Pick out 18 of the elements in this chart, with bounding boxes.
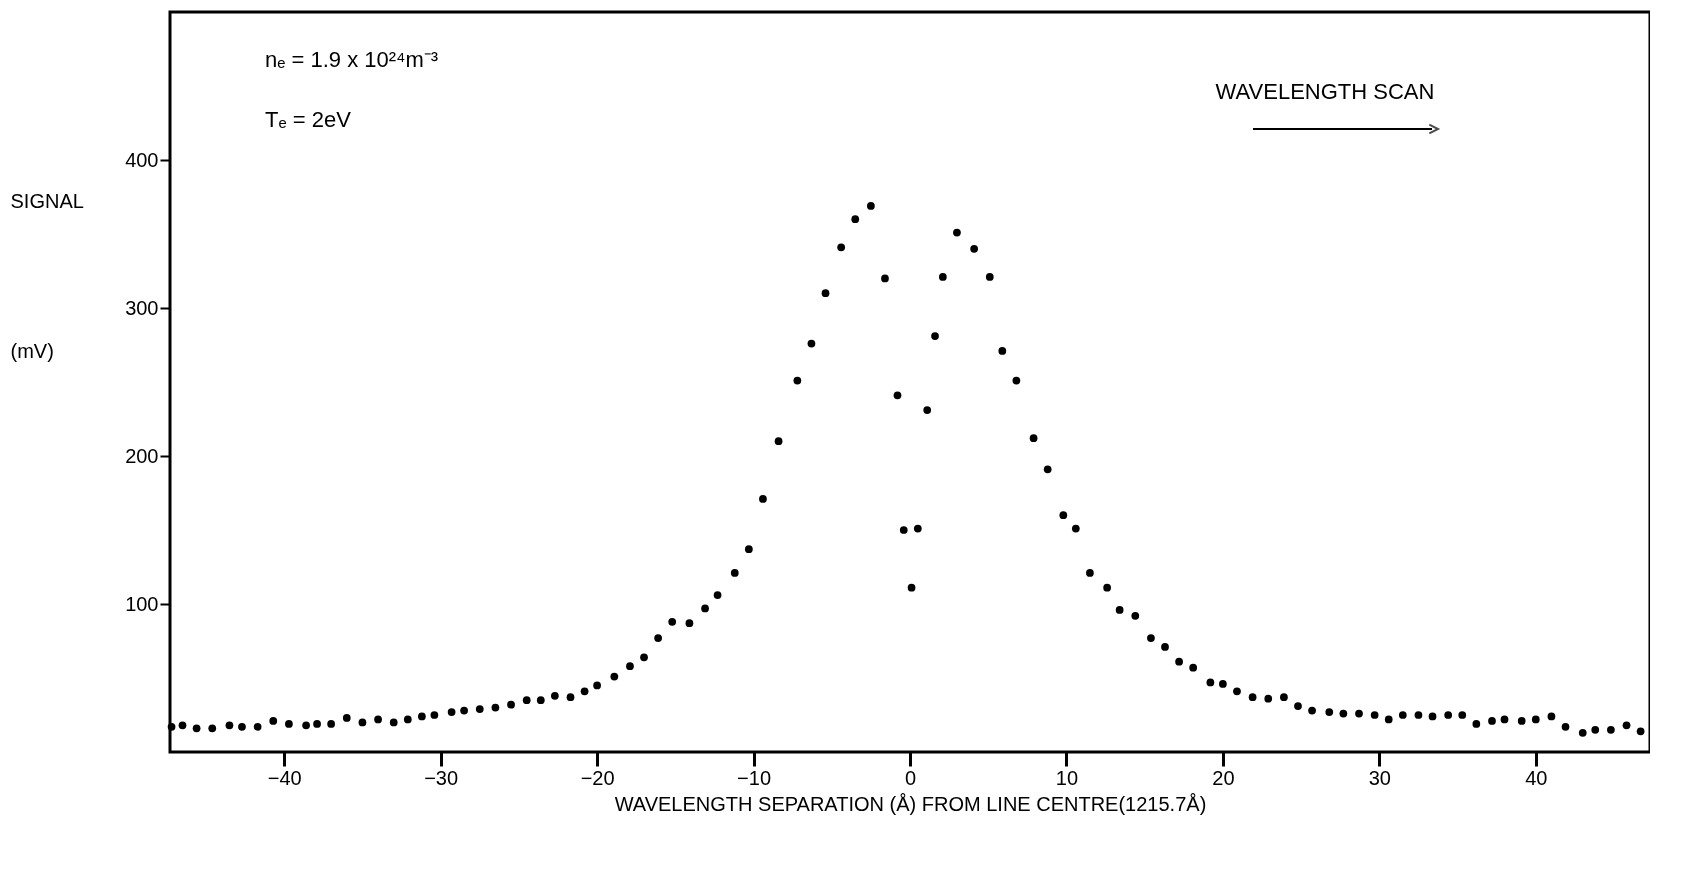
x-tick-label: 0 xyxy=(904,766,917,789)
annotation: Tₑ = 2eV xyxy=(265,107,352,132)
text: SIGNAL (mV) xyxy=(10,190,84,363)
x-tick-label: 20 xyxy=(1212,766,1235,789)
x-tick-label: −40 xyxy=(267,766,302,789)
x-tick-label: 30 xyxy=(1368,766,1391,789)
annotation: nₑ = 1.9 x 10²⁴m⁻³ xyxy=(265,47,439,72)
x-tick-label: 10 xyxy=(1055,766,1079,789)
x-tick-label: 40 xyxy=(1525,766,1548,789)
y-tick-label: 200 xyxy=(125,444,159,467)
x-tick-label: −20 xyxy=(580,766,615,789)
y-tick-label: 300 xyxy=(125,296,159,319)
x-axis-title: WAVELENGTH SEPARATION (Å) FROM LINE CENTRE(1215.7Å) xyxy=(614,792,1207,815)
x-tick-label: −30 xyxy=(424,766,459,789)
x-tick-label: −10 xyxy=(737,766,772,789)
annotation: WAVELENGTH SCAN xyxy=(1215,79,1435,104)
y-tick-label: 400 xyxy=(125,148,159,171)
y-tick-label: 100 xyxy=(125,592,159,615)
